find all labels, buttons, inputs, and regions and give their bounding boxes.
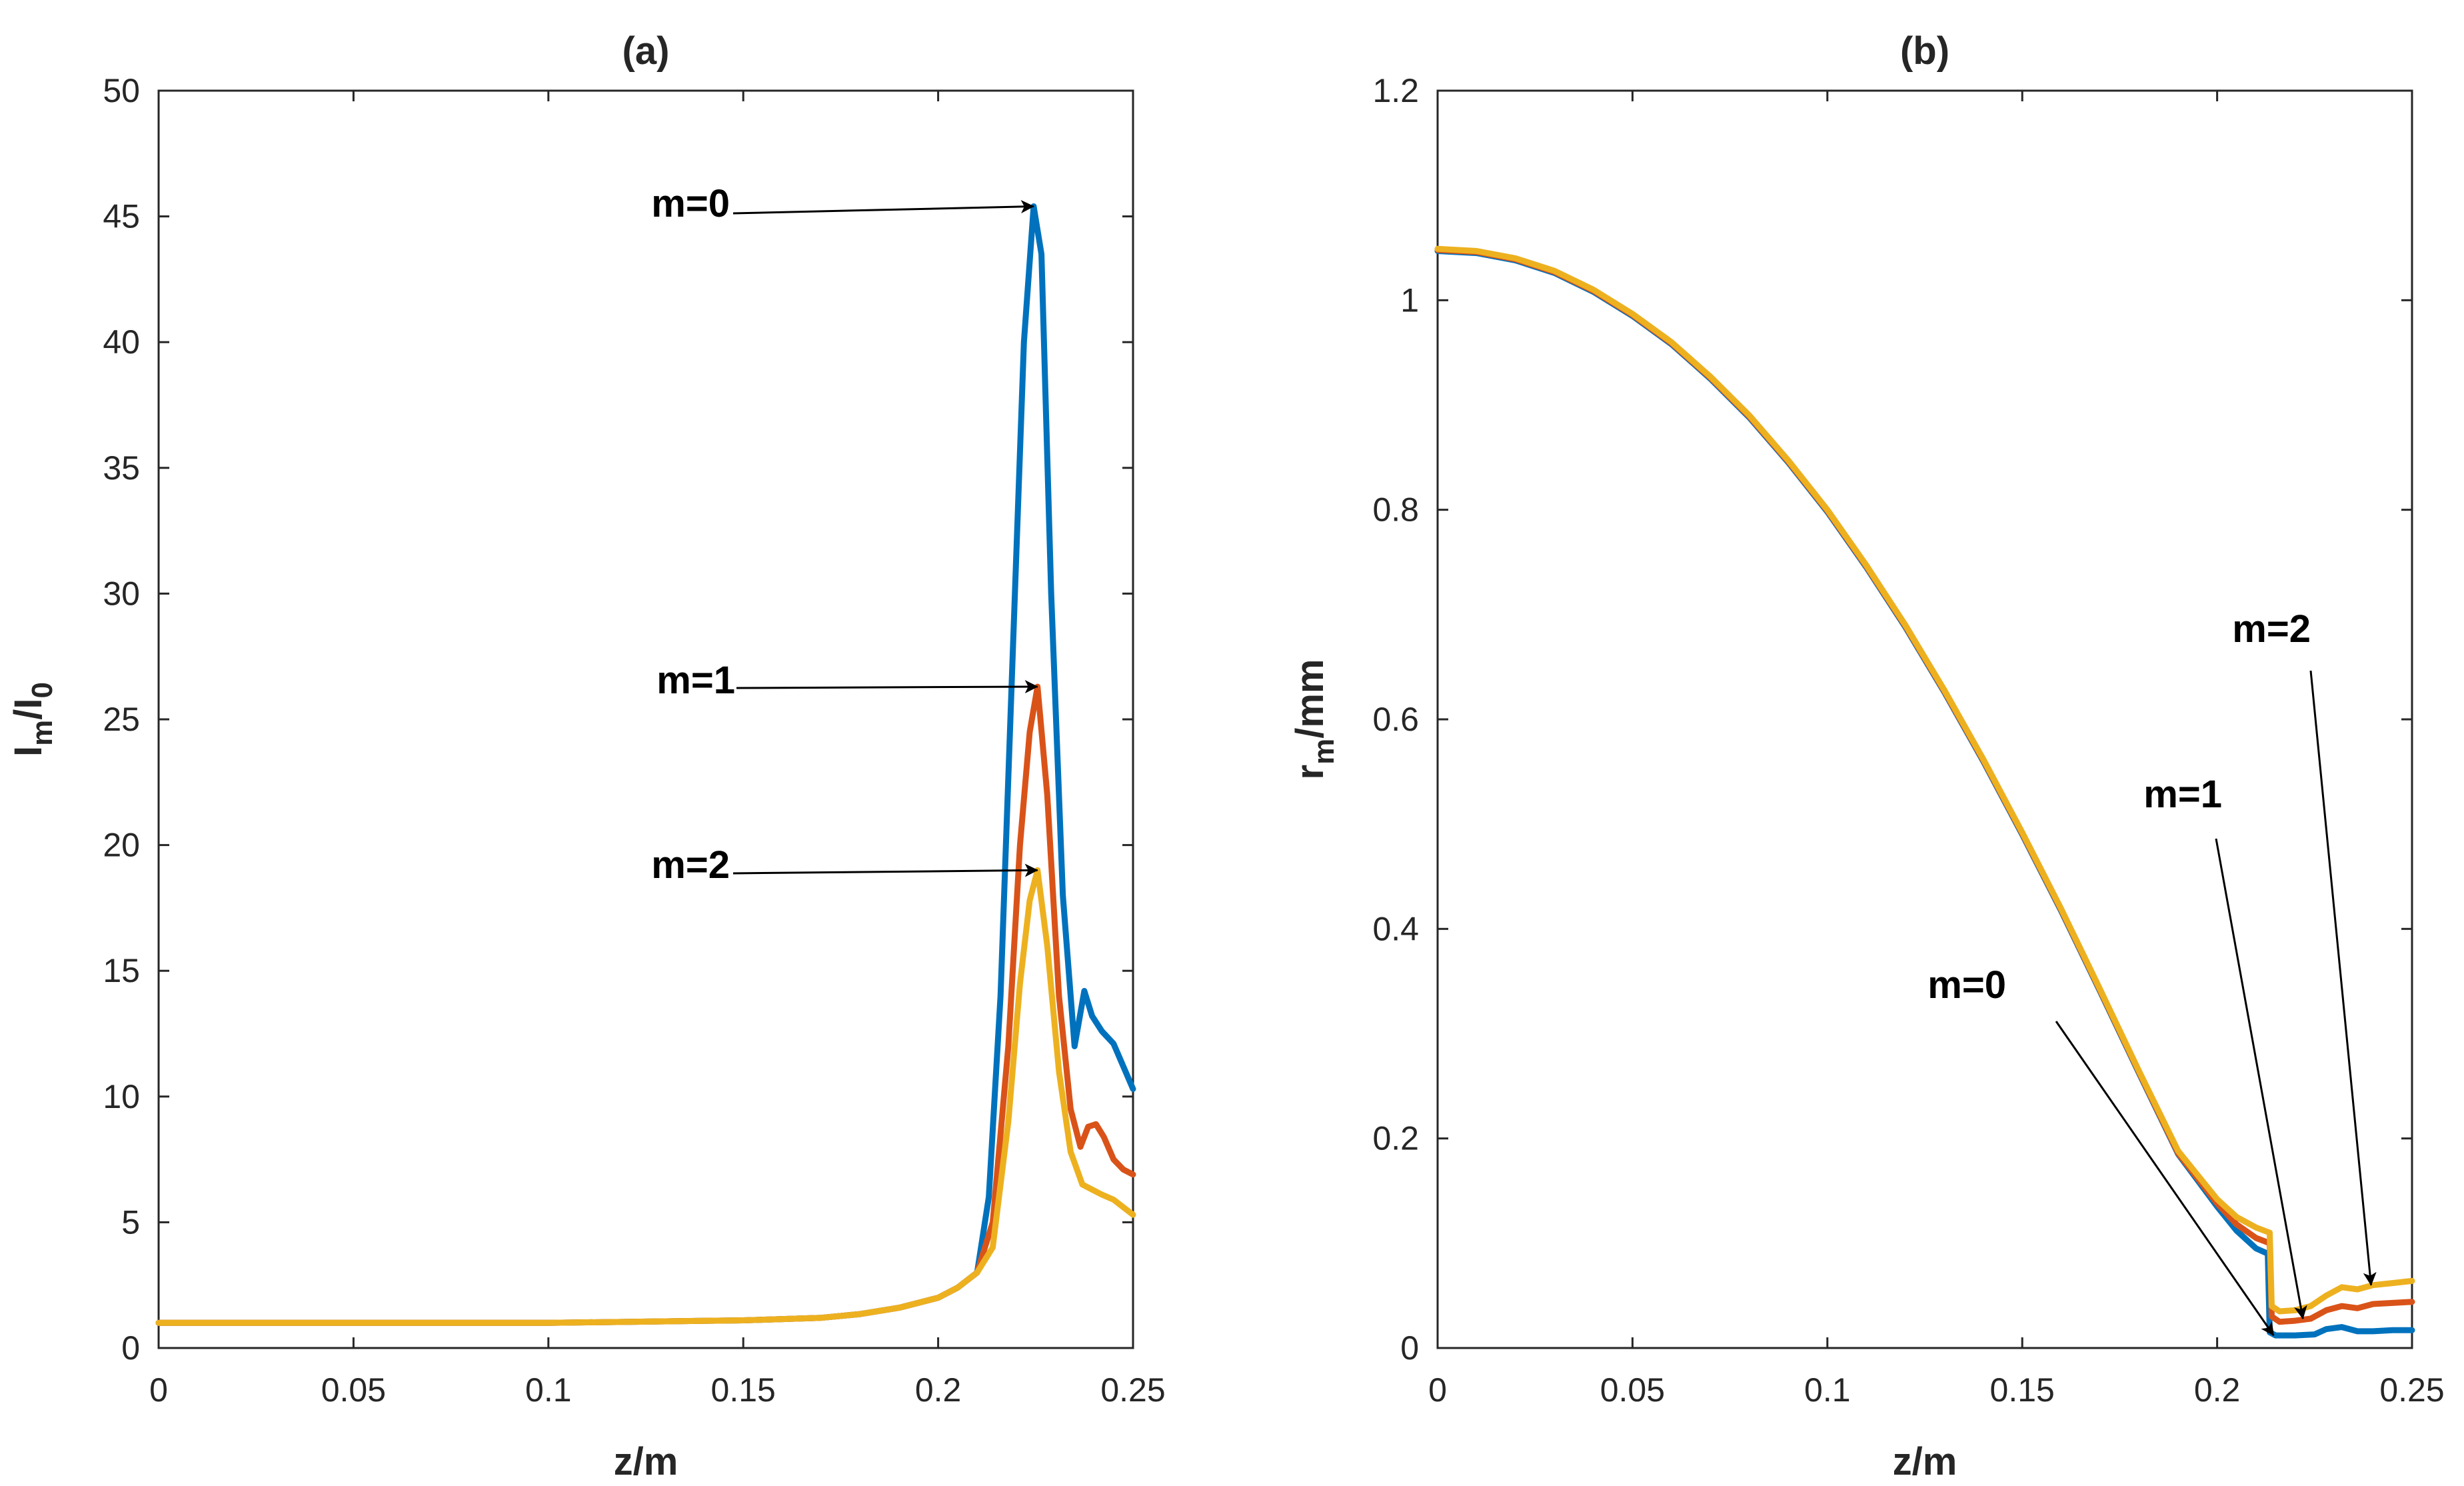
y-tick-label-a-9: 45: [103, 198, 140, 235]
annotation-label-b-m-2: m=2: [2232, 607, 2311, 651]
annotation-label-b-m-1: m=1: [2143, 773, 2222, 816]
x-axis-title-b: z/m: [1893, 1440, 1957, 1483]
y-tick-label-a-1: 5: [121, 1203, 140, 1241]
x-tick-label-a-4: 0.2: [915, 1371, 962, 1409]
chart-title-b: (b): [1900, 29, 1949, 73]
annotation-arrow-a-m-2: [732, 863, 1038, 877]
y-axis-title-a: Im/I0: [7, 682, 59, 757]
series-line-b-m-0: [1434, 248, 2415, 1339]
x-tick-label-a-3: 0.15: [711, 1371, 776, 1409]
y-axis-title-b: rm/mm: [1288, 659, 1340, 780]
annotation-label-b-m-0: m=0: [1927, 963, 2006, 1007]
x-tick-label-a-5: 0.25: [1100, 1371, 1165, 1409]
panel-a-intensity-chart: 0 0.05 0.1 0.15 0.2 0.25 0 5 10 15 20 25 30 35 40 45 50 (…: [7, 29, 1166, 1483]
y-tick-label-a-7: 35: [103, 449, 140, 487]
x-axis-title-a: z/m: [614, 1440, 678, 1483]
y-tick-label-a-8: 40: [103, 323, 140, 361]
y-tick-label-b-1: 0.2: [1372, 1120, 1419, 1157]
series-line-b-m-1: [1434, 247, 2415, 1325]
y-axis-title-part-a-main2: /I: [7, 699, 50, 720]
y-axis-title-part-a-main1: I: [7, 746, 50, 757]
y-tick-label-b-2: 0.4: [1372, 910, 1419, 947]
x-tick-label-a-0: 0: [149, 1371, 168, 1409]
x-tick-label-a-1: 0.05: [321, 1371, 386, 1409]
y-axis-title-part-b-main1: r: [1288, 765, 1332, 780]
y-axis-title-part-b-sub1: m: [1308, 739, 1340, 765]
annotation-label-a-m-0: m=0: [651, 182, 730, 225]
annotation-arrow-b-m-0: [2055, 1021, 2275, 1336]
y-axis-title-part-a-sub1: m: [26, 720, 59, 746]
x-tick-label-b-3: 0.15: [1990, 1371, 2055, 1409]
chart-title-a: (a): [622, 29, 670, 73]
y-axis-title-part-a-sub2: 0: [26, 682, 59, 698]
panel-b-radius-chart: 0 0.05 0.1 0.15 0.2 0.25 0 0.2 0.4 0.6 0.8 1 1.2 (b) z…: [1288, 29, 2445, 1483]
annotation-arrow-a-m-0: [732, 199, 1034, 215]
y-tick-label-a-10: 50: [103, 72, 140, 109]
y-tick-label-a-5: 25: [103, 701, 140, 738]
x-tick-label-b-5: 0.25: [2379, 1371, 2444, 1409]
series-line-a-m-0: [155, 203, 1136, 1326]
x-tick-label-b-2: 0.1: [1804, 1371, 1851, 1409]
y-tick-label-a-2: 10: [103, 1078, 140, 1115]
plot-area-a: [157, 89, 1134, 1349]
x-tick-label-b-1: 0.05: [1600, 1371, 1665, 1409]
annotation-arrow-b-m-1: [2215, 838, 2307, 1319]
y-tick-label-b-0: 0: [1400, 1329, 1419, 1367]
annotation-label-a-m-1: m=1: [656, 659, 735, 702]
y-tick-label-b-6: 1.2: [1372, 72, 1419, 109]
plot-area-b: [1436, 89, 2413, 1349]
annotation-arrow-a-m-1: [736, 680, 1038, 694]
x-tick-label-a-2: 0.1: [525, 1371, 572, 1409]
y-tick-label-b-3: 0.6: [1372, 701, 1419, 738]
x-tick-label-b-0: 0: [1428, 1371, 1447, 1409]
y-tick-label-a-6: 30: [103, 575, 140, 612]
series-line-b-m-2: [1434, 245, 2415, 1315]
y-tick-label-a-4: 20: [103, 827, 140, 864]
annotation-arrow-b-m-2: [2309, 670, 2377, 1286]
y-axis-title-part-b-main2: /mm: [1288, 659, 1332, 739]
y-tick-label-b-4: 0.8: [1372, 491, 1419, 529]
annotation-label-a-m-2: m=2: [651, 843, 730, 887]
series-line-a-m-2: [155, 867, 1136, 1326]
y-tick-label-b-5: 1: [1400, 281, 1419, 319]
y-tick-label-a-3: 15: [103, 952, 140, 989]
x-tick-label-b-4: 0.2: [2194, 1371, 2241, 1409]
y-tick-label-a-0: 0: [121, 1329, 140, 1367]
